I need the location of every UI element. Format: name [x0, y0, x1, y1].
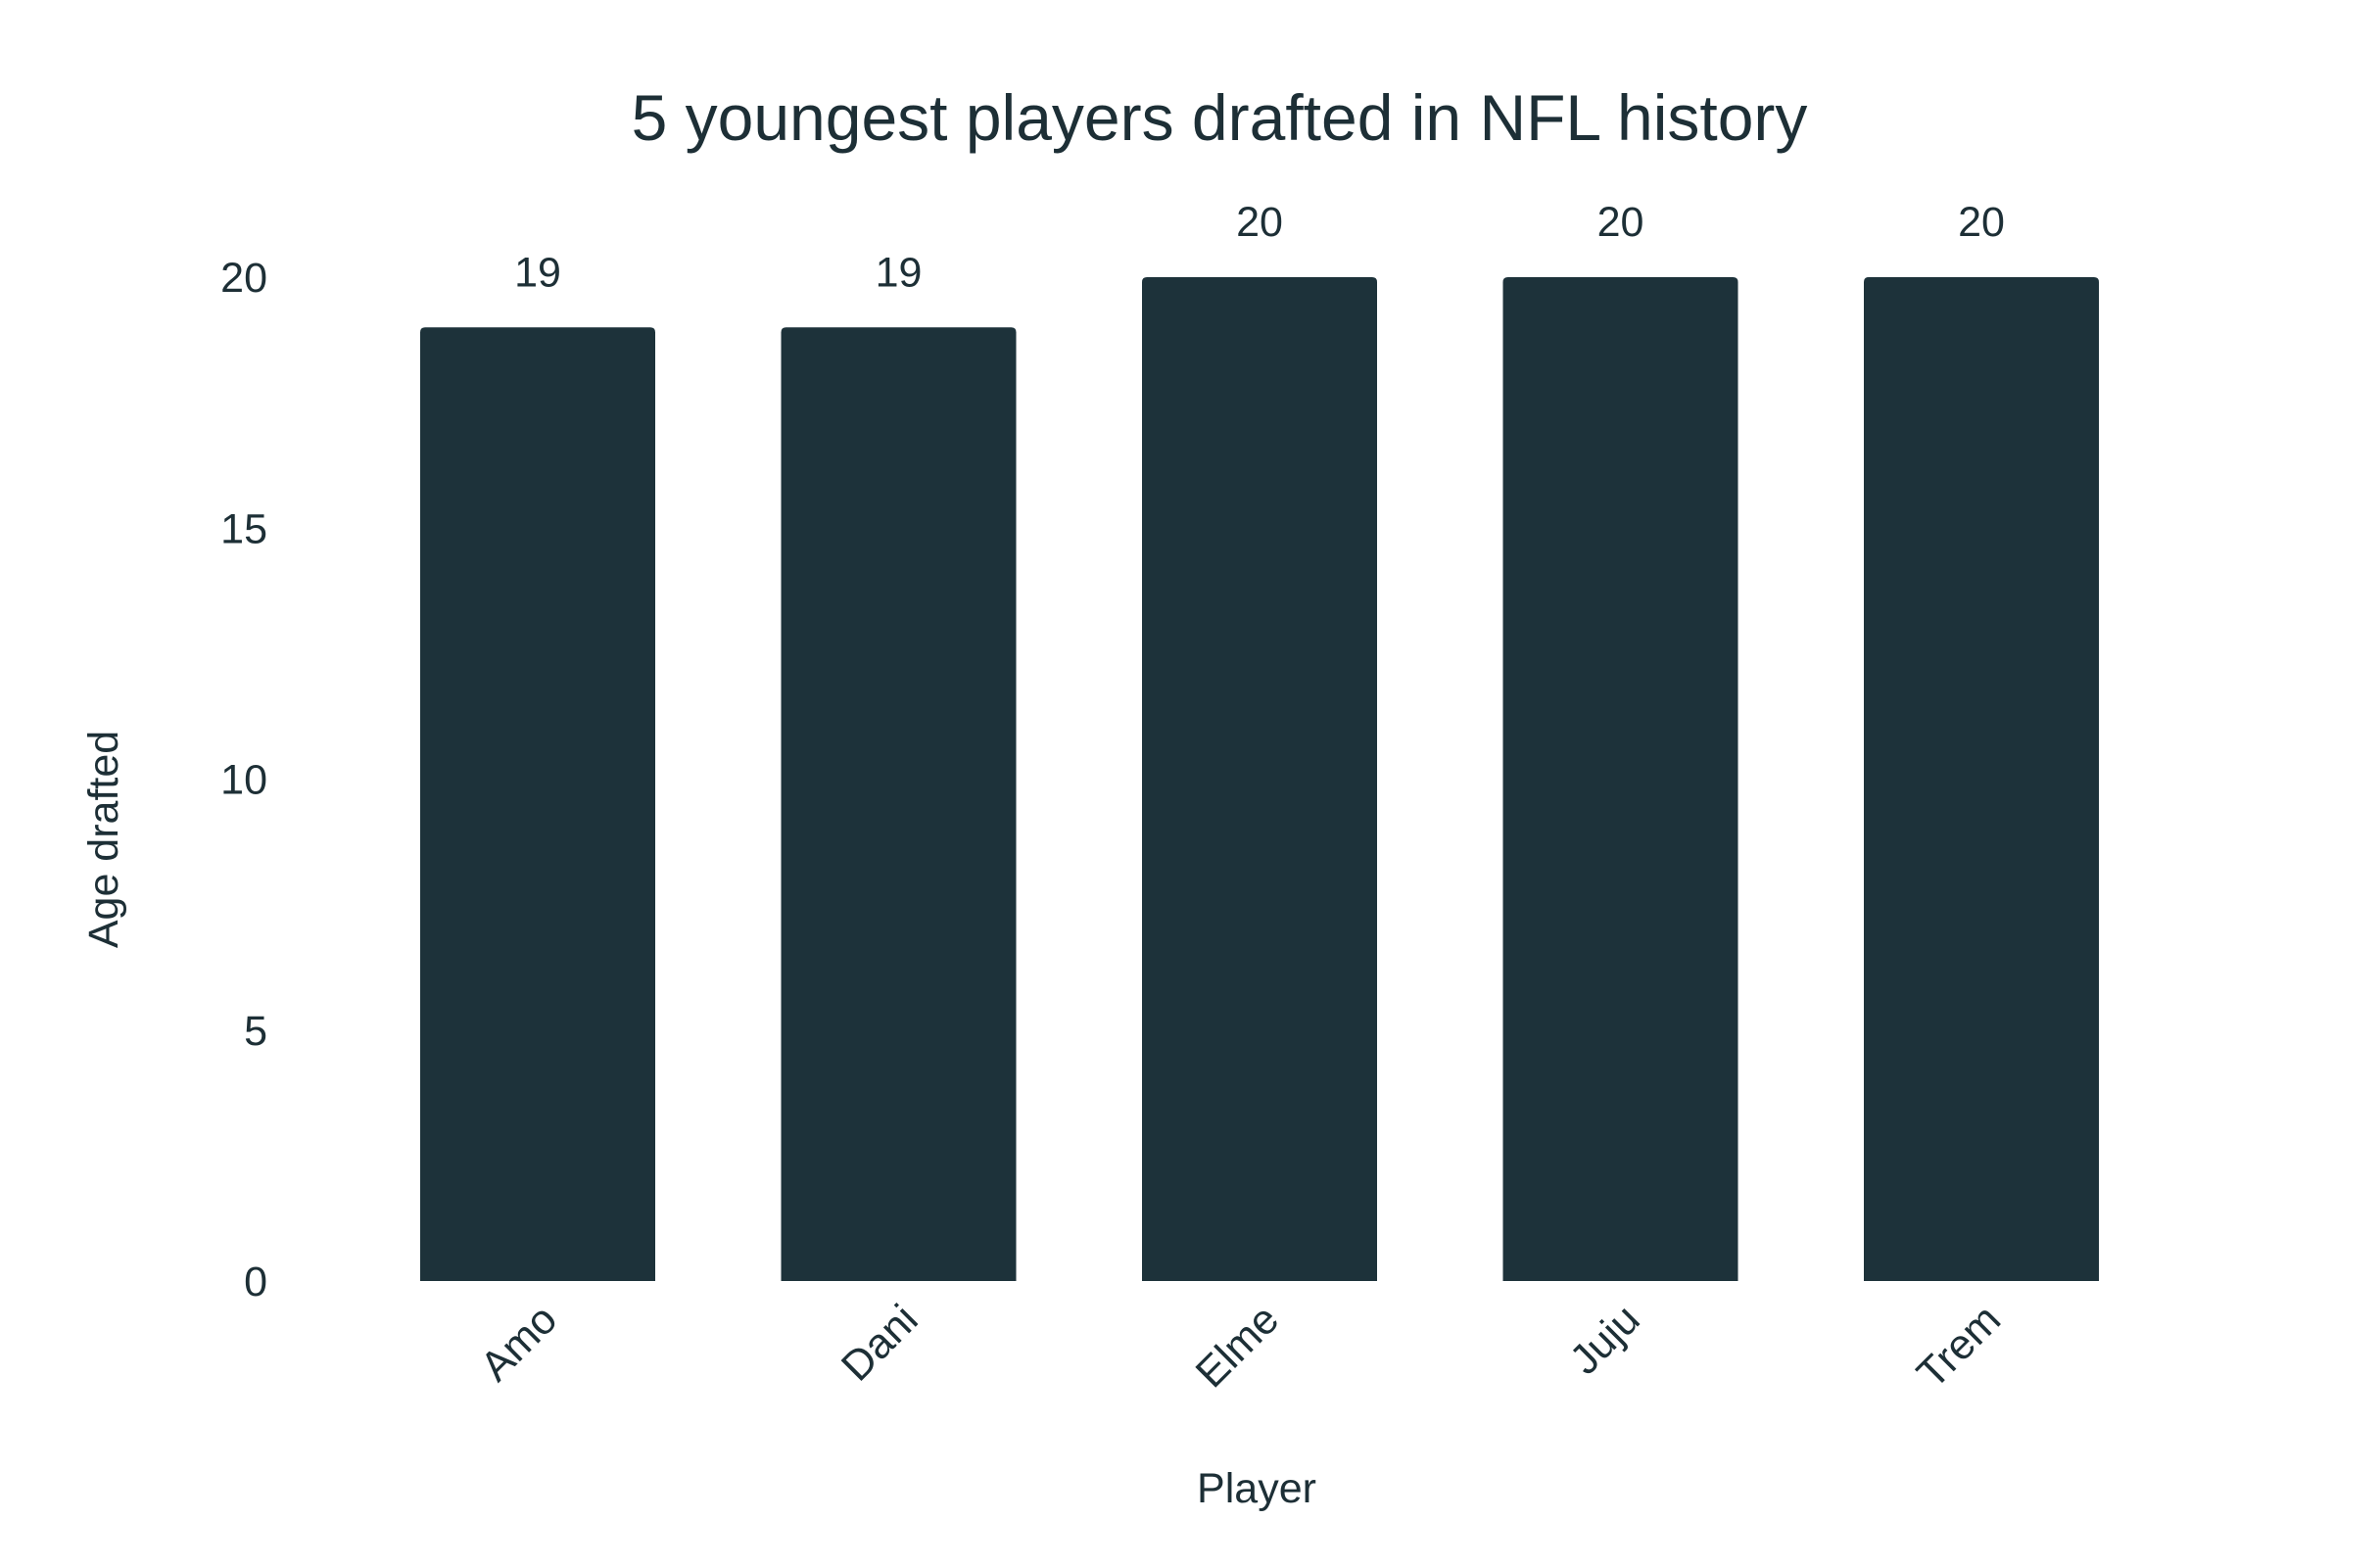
- y-tick-label: 5: [244, 1008, 267, 1055]
- x-tick-label-amo: Amo: [472, 1296, 566, 1390]
- data-label-juju: 20: [1597, 199, 1644, 246]
- chart-title: 5 youngest players drafted in NFL histor…: [632, 81, 1808, 154]
- x-tick-label-elme: Elme: [1187, 1296, 1288, 1397]
- data-label-amo: 19: [514, 249, 561, 296]
- bar-amo: [420, 327, 655, 1281]
- data-labels: 19 19 20 20 20: [514, 199, 2005, 296]
- x-tick-label-trem: Trem: [1908, 1296, 2010, 1398]
- bar-elme: [1142, 277, 1377, 1281]
- y-tick-label: 0: [244, 1258, 267, 1306]
- x-axis-ticks: Amo Dani Elme Juju Trem: [472, 1296, 2010, 1398]
- y-tick-label: 10: [220, 757, 267, 804]
- data-label-dani: 19: [876, 249, 923, 296]
- y-axis-ticks: 0 5 10 15 20: [220, 255, 267, 1306]
- x-tick-label-dani: Dani: [833, 1296, 927, 1390]
- data-label-trem: 20: [1958, 199, 2005, 246]
- y-axis-title: Age drafted: [80, 731, 127, 948]
- bars: [420, 277, 2099, 1281]
- y-tick-label: 15: [220, 505, 267, 552]
- x-tick-label-juju: Juju: [1561, 1296, 1649, 1384]
- x-axis-title: Player: [1197, 1465, 1316, 1512]
- bar-juju: [1502, 277, 1738, 1281]
- data-label-elme: 20: [1236, 199, 1283, 246]
- bar-trem: [1864, 277, 2099, 1281]
- bar-dani: [781, 327, 1017, 1281]
- y-tick-label: 20: [220, 255, 267, 302]
